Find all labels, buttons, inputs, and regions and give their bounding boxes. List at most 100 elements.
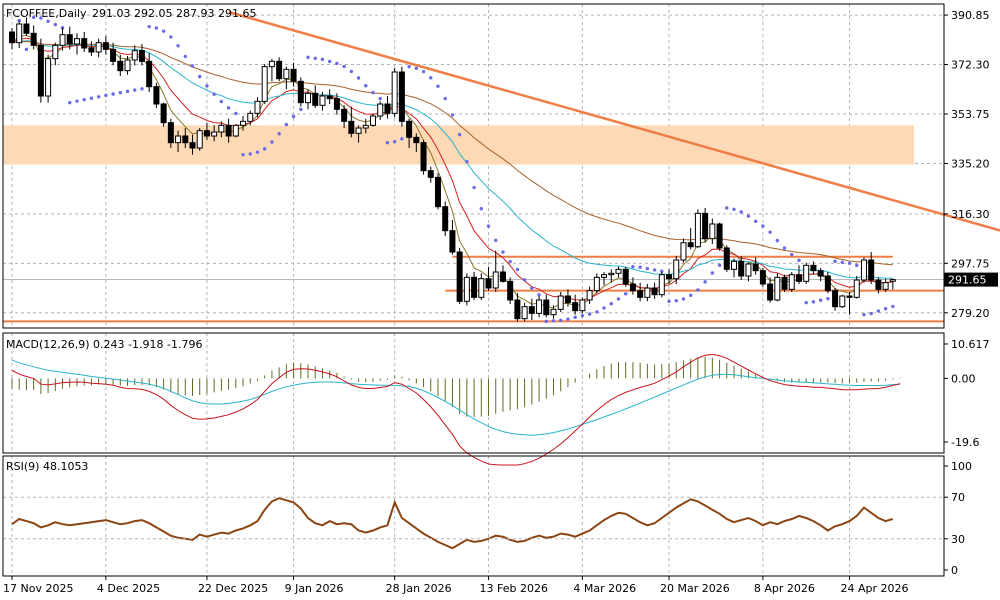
parabolic-sar-dot (725, 206, 729, 210)
parabolic-sar-dot (335, 61, 339, 66)
parabolic-sar-dot (82, 97, 86, 102)
candle-bearish (406, 120, 413, 138)
candle-bearish (153, 86, 160, 105)
candle-bearish (420, 142, 427, 172)
candle-bearish (759, 270, 766, 285)
parabolic-sar-dot (226, 106, 231, 110)
parabolic-sar-dot (710, 271, 715, 275)
parabolic-sar-dot (739, 210, 743, 214)
candle-bearish (702, 212, 709, 240)
parabolic-sar-dot (277, 132, 281, 136)
parabolic-sar-dot (494, 238, 498, 243)
candle-bullish (196, 130, 203, 149)
parabolic-sar-dot (869, 311, 873, 316)
parabolic-sar-dot (234, 111, 238, 116)
candle-bearish (66, 34, 73, 45)
parabolic-sar-dot (356, 76, 361, 80)
parabolic-sar-dot (833, 259, 837, 264)
macd-tick-label: 10.617 (951, 338, 990, 351)
candle-bullish (557, 295, 564, 310)
parabolic-sar-dot (270, 140, 274, 144)
parabolic-sar-dot (371, 90, 375, 95)
candle-bullish (658, 274, 665, 296)
parabolic-sar-dot (753, 219, 758, 224)
last-price-label: 291.65 (948, 274, 987, 287)
candle-bullish (73, 38, 80, 45)
candle-bullish (16, 23, 23, 44)
parabolic-sar-dot (429, 76, 433, 80)
parabolic-sar-dot (876, 309, 881, 313)
candlestick-series[interactable] (9, 17, 896, 322)
candle-bearish (868, 259, 875, 281)
rsi-tick-label: 100 (951, 460, 972, 473)
parabolic-sar-dot (804, 300, 808, 305)
parabolic-sar-dot (24, 47, 29, 52)
candle-bearish (138, 50, 145, 62)
candle-bearish (846, 295, 853, 298)
candle-bearish (348, 120, 355, 134)
candle-bullish (593, 276, 600, 292)
parabolic-sar-dot (313, 56, 317, 61)
candle-bullish (788, 274, 795, 290)
parabolic-sar-dot (450, 113, 455, 117)
parabolic-sar-dot (320, 57, 325, 62)
candle-bearish (333, 98, 340, 110)
macd-tick-label: -19.6 (951, 436, 979, 449)
parabolic-sar-dot (797, 258, 801, 263)
parabolic-sar-dot (645, 266, 650, 271)
macd-title: MACD(12,26,9) 0.243 -1.918 -1.796 (6, 338, 202, 351)
parabolic-sar-dot (811, 300, 816, 304)
candle-bullish (536, 299, 543, 314)
parabolic-sar-dot (53, 22, 58, 27)
rsi-title: RSI(9) 48.1053 (6, 460, 88, 473)
parabolic-sar-dot (826, 296, 830, 301)
parabolic-sar-dot (508, 259, 512, 264)
parabolic-sar-dot (385, 140, 390, 145)
time-tick-label: 17 Nov 2025 (3, 582, 73, 595)
candle-bearish (716, 223, 723, 249)
candle-bullish (268, 60, 275, 68)
ema-slow-line (11, 40, 893, 279)
candle-bearish (398, 71, 405, 122)
parabolic-sar-dot (790, 252, 794, 257)
parabolic-sar-dot (407, 64, 411, 69)
time-tick-label: 24 Apr 2026 (841, 582, 909, 595)
candle-bearish (442, 206, 449, 232)
candle-bearish (499, 271, 506, 282)
parabolic-sar-dot (176, 44, 180, 48)
parabolic-sar-dot (190, 64, 195, 68)
time-tick-label: 20 Mar 2026 (660, 582, 730, 595)
parabolic-sar-dot (133, 88, 137, 92)
price-tick-label: 390.85 (951, 9, 990, 22)
candle-bearish (572, 302, 579, 312)
candle-bullish (391, 71, 398, 114)
parabolic-sar-dot (840, 260, 844, 265)
parabolic-sar-dot (241, 152, 245, 157)
candle-bearish (528, 306, 535, 314)
candle-bullish (124, 59, 131, 72)
candle-bullish (370, 115, 376, 126)
candle-bearish (276, 60, 283, 80)
rsi-line (11, 497, 894, 550)
parabolic-sar-dot (768, 230, 772, 234)
parabolic-sar-dot (96, 95, 101, 99)
candle-bullish (615, 268, 622, 274)
parabolic-sar-dot (515, 267, 520, 272)
parabolic-sar-dot (248, 152, 252, 156)
candle-bullish (608, 272, 615, 276)
descending-trendline (228, 10, 1000, 232)
candle-bullish (463, 276, 470, 302)
candle-bearish (37, 44, 44, 97)
candle-bearish (514, 299, 521, 320)
parabolic-sar-dot (31, 15, 36, 20)
rsi-panel (3, 496, 944, 550)
resistance-zone (3, 125, 914, 165)
parabolic-sar-dot (479, 207, 483, 211)
parabolic-sar-dot (104, 93, 108, 98)
parabolic-sar-dot (349, 69, 354, 74)
candle-bullish (694, 212, 701, 248)
candle-bullish (601, 274, 608, 278)
candle-bullish (232, 124, 239, 137)
candle-bearish (117, 60, 124, 72)
